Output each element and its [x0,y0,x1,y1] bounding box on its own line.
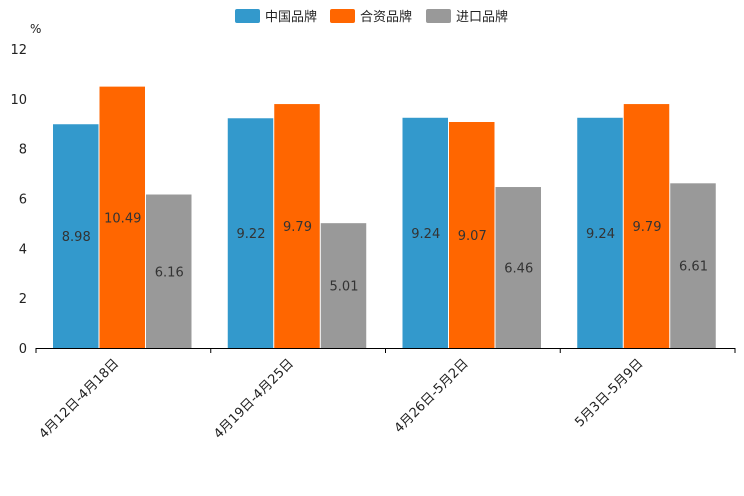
y-axis-ticks: 0 2 4 6 8 10 12 [10,43,27,357]
bar-0-2 [146,194,192,348]
bar-0-1 [99,86,145,348]
x-category-label-2: 4月26日-5月2日 [392,356,472,436]
data-label-3-1: 9.79 [633,220,662,235]
legend-label-2: 进口品牌 [456,9,508,25]
y-tick-label-2: 4 [19,242,27,257]
legend: 中国品牌 合资品牌 进口品牌 [235,9,508,25]
x-category-label-3: 5月3日-5月9日 [572,356,646,430]
x-axis-ticks [35,348,736,353]
data-label-2-0: 9.24 [411,227,440,242]
data-label-1-0: 9.22 [237,227,266,242]
y-tick-label-5: 10 [10,93,27,108]
legend-swatch-0 [235,9,260,23]
bar-3-1 [623,104,670,349]
x-category-label-0: 4月12日-4月18日 [36,356,122,442]
data-label-1-2: 5.01 [330,280,359,295]
bar-1-2 [320,223,367,348]
bar-1-1 [274,104,320,349]
bar-2-0 [402,117,448,349]
data-label-0-0: 8.98 [62,230,91,245]
legend-label-1: 合资品牌 [360,9,412,25]
x-axis-labels: 4月12日-4月18日 4月19日-4月25日 4月26日-5月2日 5月3日-5月9… [36,356,646,442]
y-tick-label-1: 2 [19,292,27,307]
bar-3-2 [670,183,716,348]
data-label-2-2: 6.46 [504,262,533,277]
data-labels: 8.98 10.49 6.16 9.22 9.79 5.01 9.24 9.07 6.46 9.2… [62,211,708,294]
y-tick-label-0: 0 [19,342,27,357]
y-tick-label-3: 6 [19,193,27,208]
data-label-3-0: 9.24 [586,227,615,242]
bar-1-0 [227,118,274,348]
legend-swatch-1 [330,9,355,23]
bar-3-0 [577,117,623,349]
x-category-label-1: 4月19日-4月25日 [211,356,297,442]
y-tick-label-6: 12 [10,43,27,58]
bar-2-2 [495,187,541,348]
bar-2-1 [449,122,495,349]
bar-0-0 [53,124,99,348]
data-label-0-2: 6.16 [155,265,184,280]
data-label-0-1: 10.49 [104,211,141,226]
bars [53,86,716,349]
legend-label-0: 中国品牌 [265,9,317,25]
data-label-1-1: 9.79 [283,220,312,235]
y-axis-unit: % [30,22,41,36]
data-label-2-1: 9.07 [458,229,487,244]
y-tick-label-4: 8 [19,143,27,158]
legend-swatch-2 [426,9,451,23]
data-label-3-2: 6.61 [679,260,708,275]
